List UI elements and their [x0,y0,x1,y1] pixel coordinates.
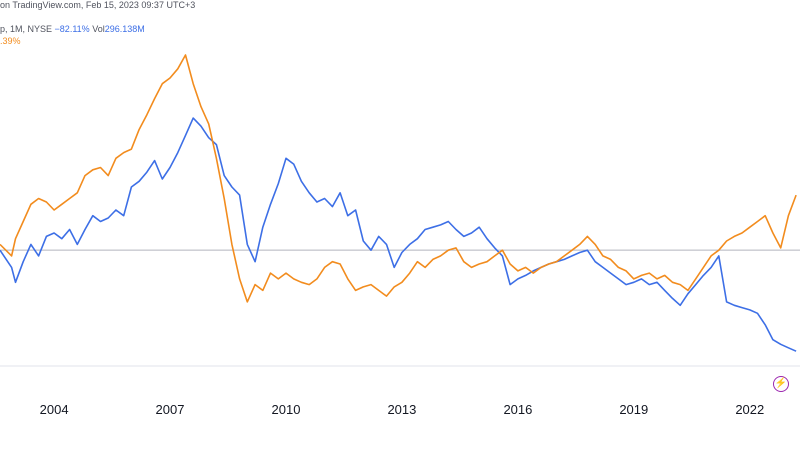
volume-label: Vol [92,24,105,34]
x-tick-label: 2013 [387,402,416,417]
volume-value: 296.138M [104,24,145,34]
x-tick-label: 2022 [735,402,764,417]
series-line-1 [0,117,797,352]
x-axis-ticks: 2004 2007 2010 2013 2016 2019 2022 [40,402,765,417]
x-tick-label: 2016 [503,402,532,417]
x-tick-label: 2004 [40,402,69,417]
series-legend-blue: p, 1M, NYSE −82.11% Vol296.138M [0,24,145,35]
lightning-icon[interactable]: ⚡ [773,376,789,392]
series-line-2 [0,54,797,303]
orange-change-value: .39% [0,36,21,46]
blue-change-value: −82.11% [54,24,90,34]
series-layer [0,54,797,352]
x-tick-label: 2007 [156,402,185,417]
x-tick-label: 2010 [272,402,301,417]
symbol-prefix: p, 1M, NYSE [0,24,53,34]
x-tick-label: 2019 [619,402,648,417]
watermark-caption: on TradingView.com, Feb 15, 2023 09:37 U… [0,0,196,10]
